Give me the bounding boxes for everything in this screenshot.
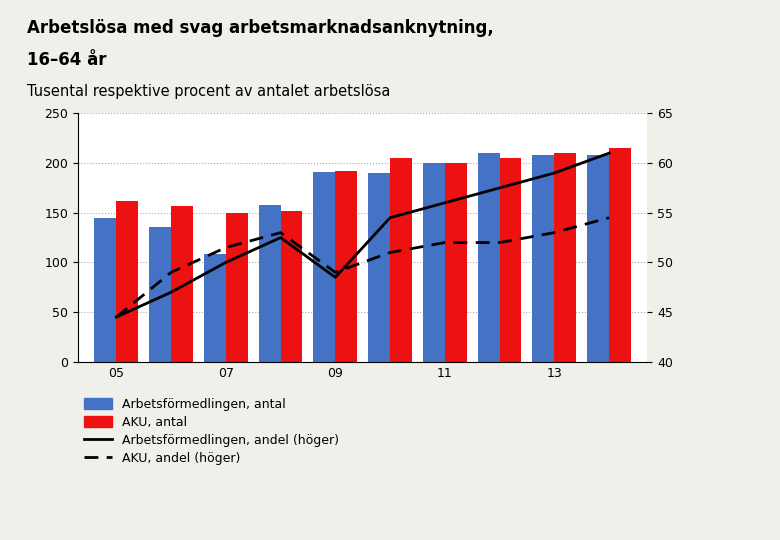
Bar <box>314 172 335 362</box>
Bar <box>116 201 138 362</box>
Bar <box>259 205 281 362</box>
Bar <box>609 148 631 362</box>
Text: Tusental respektive procent av antalet arbetslösa: Tusental respektive procent av antalet a… <box>27 84 391 99</box>
Bar <box>499 158 522 362</box>
Text: 16–64 år: 16–64 år <box>27 51 107 69</box>
Bar <box>533 155 555 362</box>
Bar <box>335 171 357 362</box>
Legend: Arbetsförmedlingen, antal, AKU, antal, Arbetsförmedlingen, andel (höger), AKU, a: Arbetsförmedlingen, antal, AKU, antal, A… <box>84 398 339 465</box>
Bar <box>390 158 412 362</box>
Bar <box>281 211 303 362</box>
Text: Arbetslösa med svag arbetsmarknadsanknytning,: Arbetslösa med svag arbetsmarknadsanknyt… <box>27 19 494 37</box>
Bar <box>423 163 445 362</box>
Bar <box>94 218 116 362</box>
Bar <box>587 155 609 362</box>
Bar <box>368 173 390 362</box>
Bar <box>555 153 576 362</box>
Bar <box>171 206 193 362</box>
Bar <box>445 163 466 362</box>
Bar <box>204 254 226 362</box>
Bar <box>226 213 248 362</box>
Bar <box>149 227 171 362</box>
Bar <box>477 153 499 362</box>
